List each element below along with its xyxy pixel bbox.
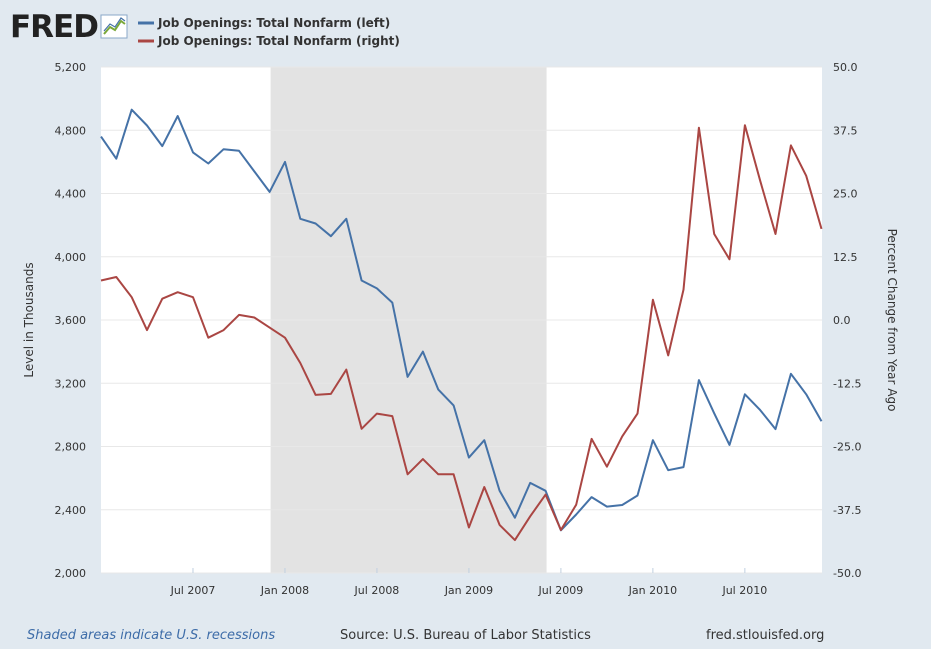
x-tick-label: Jan 2009 — [444, 584, 493, 597]
x-axis-ticks — [192, 568, 746, 573]
legend: Job Openings: Total Nonfarm (left) Job O… — [138, 16, 400, 48]
x-tick-label: Jul 2008 — [354, 584, 400, 597]
series-line-right — [100, 124, 823, 542]
left-tick-label: 3,200 — [55, 377, 87, 390]
left-tick-label: 2,800 — [55, 441, 87, 454]
x-tick-label: Jan 2008 — [260, 584, 309, 597]
right-tick-label: 12.5 — [833, 251, 858, 264]
legend-label-left-series: Job Openings: Total Nonfarm (left) — [157, 16, 390, 30]
right-tick-label: 50.0 — [833, 61, 858, 74]
right-tick-label: -50.0 — [833, 567, 861, 580]
x-axis-labels: Jul 2007 Jan 2008 Jul 2008 Jan 2009 Jul 2009… — [170, 584, 768, 597]
left-tick-label: 2,400 — [55, 504, 87, 517]
x-tick-label: Jul 2009 — [538, 584, 584, 597]
right-axis-title: Percent Change from Year Ago — [885, 229, 899, 412]
right-tick-label: 25.0 — [833, 188, 858, 201]
series-line-left — [100, 108, 823, 532]
source-text: Source: U.S. Bureau of Labor Statistics — [340, 628, 591, 643]
fred-logo-graph-icon — [100, 14, 128, 39]
left-tick-label: 5,200 — [55, 61, 87, 74]
right-tick-label: -25.0 — [833, 441, 861, 454]
left-axis-ticks: 2,000 2,400 2,800 3,200 3,600 4,000 4,400 4,800… — [55, 61, 87, 580]
left-tick-label: 4,400 — [55, 188, 87, 201]
right-tick-label: 0.0 — [833, 314, 851, 327]
left-tick-label: 2,000 — [55, 567, 87, 580]
recession-note: Shaded areas indicate U.S. recessions — [27, 628, 276, 643]
x-tick-label: Jan 2010 — [628, 584, 677, 597]
legend-label-right-series: Job Openings: Total Nonfarm (right) — [157, 34, 400, 48]
source-site-link[interactable]: fred.stlouisfed.org — [706, 628, 825, 643]
left-tick-label: 3,600 — [55, 314, 87, 327]
right-tick-label: -12.5 — [833, 377, 861, 390]
x-tick-label: Jul 2007 — [170, 584, 216, 597]
left-tick-label: 4,800 — [55, 124, 87, 137]
right-tick-label: -37.5 — [833, 504, 861, 517]
right-axis-ticks: -50.0 -37.5 -25.0 -12.5 0.0 12.5 25.0 37.5 50.0 — [833, 61, 861, 580]
left-tick-label: 4,000 — [55, 251, 87, 264]
gridlines — [101, 66, 822, 574]
series-layer — [100, 108, 823, 542]
left-axis-title: Level in Thousands — [22, 262, 36, 377]
right-tick-label: 37.5 — [833, 124, 858, 137]
fred-logo[interactable]: FRED — [10, 9, 128, 45]
x-tick-label: Jul 2010 — [721, 584, 767, 597]
fred-logo-text: FRED — [10, 9, 98, 45]
